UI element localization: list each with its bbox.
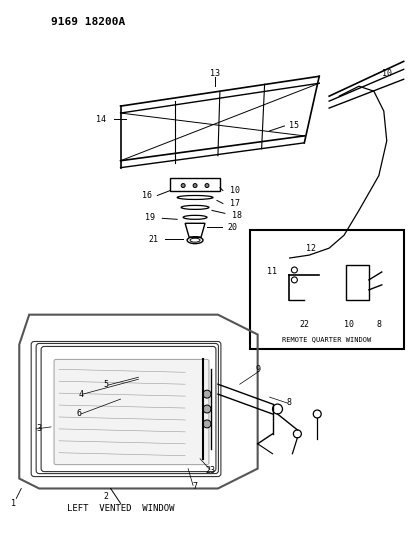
Text: 20: 20	[228, 223, 238, 232]
Text: 4: 4	[79, 390, 83, 399]
Text: 8: 8	[287, 398, 292, 407]
Text: 16: 16	[142, 191, 152, 200]
Text: REMOTE QUARTER WINDOW: REMOTE QUARTER WINDOW	[282, 336, 371, 343]
Text: 5: 5	[103, 379, 108, 389]
Text: 19: 19	[145, 213, 155, 222]
Text: 2: 2	[103, 492, 108, 501]
Text: 13: 13	[210, 69, 220, 78]
Text: 9: 9	[255, 365, 260, 374]
Text: 12: 12	[306, 244, 316, 253]
Circle shape	[203, 390, 211, 398]
Text: 1: 1	[11, 499, 16, 508]
Text: 8: 8	[376, 320, 381, 329]
Text: 22: 22	[299, 320, 309, 329]
Text: 15: 15	[289, 122, 299, 131]
Circle shape	[205, 183, 209, 188]
Text: 6: 6	[76, 409, 81, 418]
Circle shape	[203, 405, 211, 413]
Circle shape	[193, 183, 197, 188]
Text: 17: 17	[230, 199, 240, 208]
Text: 23: 23	[205, 466, 215, 475]
Circle shape	[181, 183, 185, 188]
Text: 21: 21	[148, 235, 158, 244]
Text: 10: 10	[344, 320, 354, 329]
Text: 9169 18200A: 9169 18200A	[51, 17, 125, 27]
Text: 3: 3	[37, 424, 42, 433]
Text: 11: 11	[267, 268, 277, 277]
Text: 14: 14	[96, 115, 106, 124]
Text: 18: 18	[232, 211, 242, 220]
FancyBboxPatch shape	[54, 359, 209, 465]
Text: 7: 7	[193, 482, 198, 491]
Circle shape	[203, 420, 211, 428]
Text: LEFT  VENTED  WINDOW: LEFT VENTED WINDOW	[67, 504, 174, 513]
Text: 10: 10	[382, 69, 392, 78]
Text: 10: 10	[230, 186, 240, 195]
